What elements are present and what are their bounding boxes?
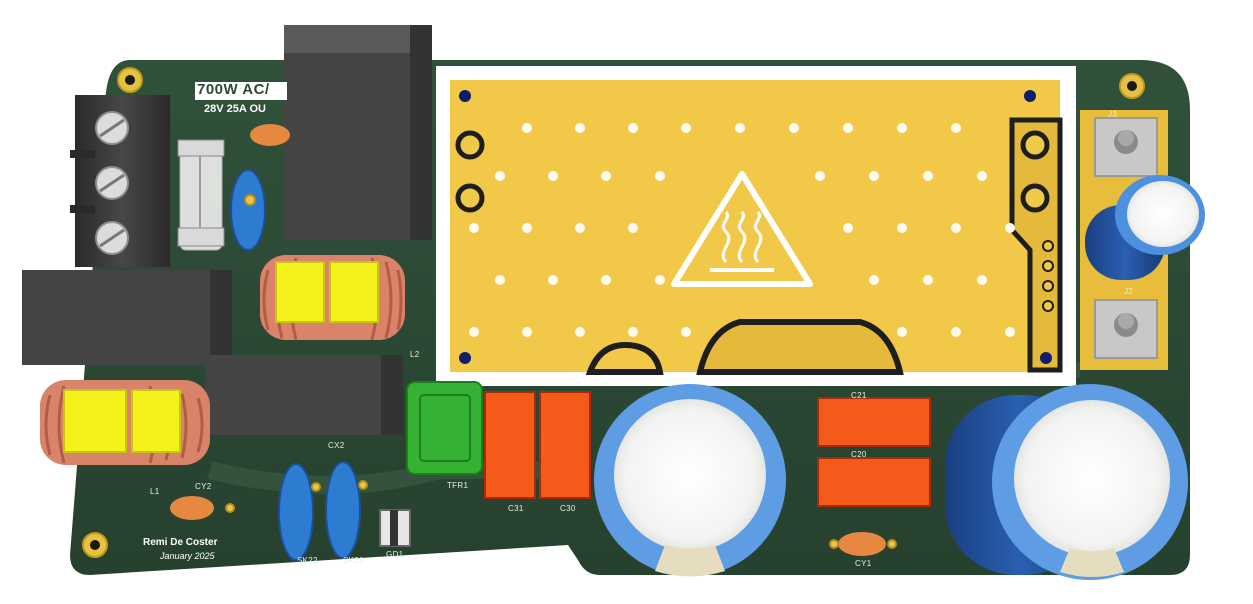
label-cy1: CY1 <box>855 559 872 568</box>
cy2-capacitor <box>170 496 235 520</box>
board-date: January 2025 <box>160 551 215 561</box>
cy-capacitor-top <box>250 124 290 146</box>
label-c20: C20 <box>851 450 867 459</box>
label-j3: J3 <box>1108 110 1118 119</box>
terminal-block <box>70 95 170 267</box>
sk22-thermistor <box>278 463 321 561</box>
output-electrolytic-capacitor <box>1085 175 1205 280</box>
label-cy2: CY2 <box>195 482 212 491</box>
tfr1-fuse-resistor <box>406 381 483 475</box>
cx2-capacitor-block <box>205 355 403 435</box>
plate-thermal-pads <box>455 130 1054 312</box>
fuse <box>177 139 225 251</box>
bulk-electrolytic-capacitor-right <box>945 384 1188 580</box>
gd1-gas-discharge-tube <box>379 509 411 547</box>
label-l1: L1 <box>150 487 160 496</box>
inductor-housing-left <box>22 270 232 365</box>
board-author: Remi De Coster <box>143 537 218 548</box>
c31-film-capacitor <box>484 391 536 499</box>
mounting-hole-bottom-left <box>82 532 108 558</box>
c21-film-capacitor <box>817 397 931 447</box>
mounting-hole-top-right <box>1119 73 1145 99</box>
relay-block-top <box>284 25 432 240</box>
label-sk22: SK22 <box>297 556 318 565</box>
label-j2: J2 <box>1124 287 1134 296</box>
board-subtitle: 28V 25A OU <box>204 103 266 115</box>
common-mode-choke-l2 <box>260 255 405 341</box>
j3-connector <box>1094 117 1158 177</box>
bulk-electrolytic-capacitor-left <box>594 384 786 577</box>
c20-film-capacitor <box>817 457 931 507</box>
j2-connector <box>1094 299 1158 359</box>
board-title: 700W AC/ <box>197 81 270 98</box>
label-l2: L2 <box>410 350 420 359</box>
common-mode-choke-l1 <box>40 380 210 465</box>
varistor-top <box>230 169 266 251</box>
cy1-capacitor <box>829 532 897 556</box>
label-cx2: CX2 <box>328 441 345 450</box>
label-c21: C21 <box>851 391 867 400</box>
label-gd1: GD1 <box>386 550 404 559</box>
label-c31: C31 <box>508 504 524 513</box>
label-tfr1: TFR1 <box>447 481 469 490</box>
hot-surface-warning-icon <box>671 171 813 287</box>
c30-film-capacitor <box>539 391 591 499</box>
mounting-hole-top-left <box>117 67 143 93</box>
label-c30: C30 <box>560 504 576 513</box>
label-sk21: SK21 <box>343 556 364 565</box>
sk21-thermistor <box>325 461 368 559</box>
